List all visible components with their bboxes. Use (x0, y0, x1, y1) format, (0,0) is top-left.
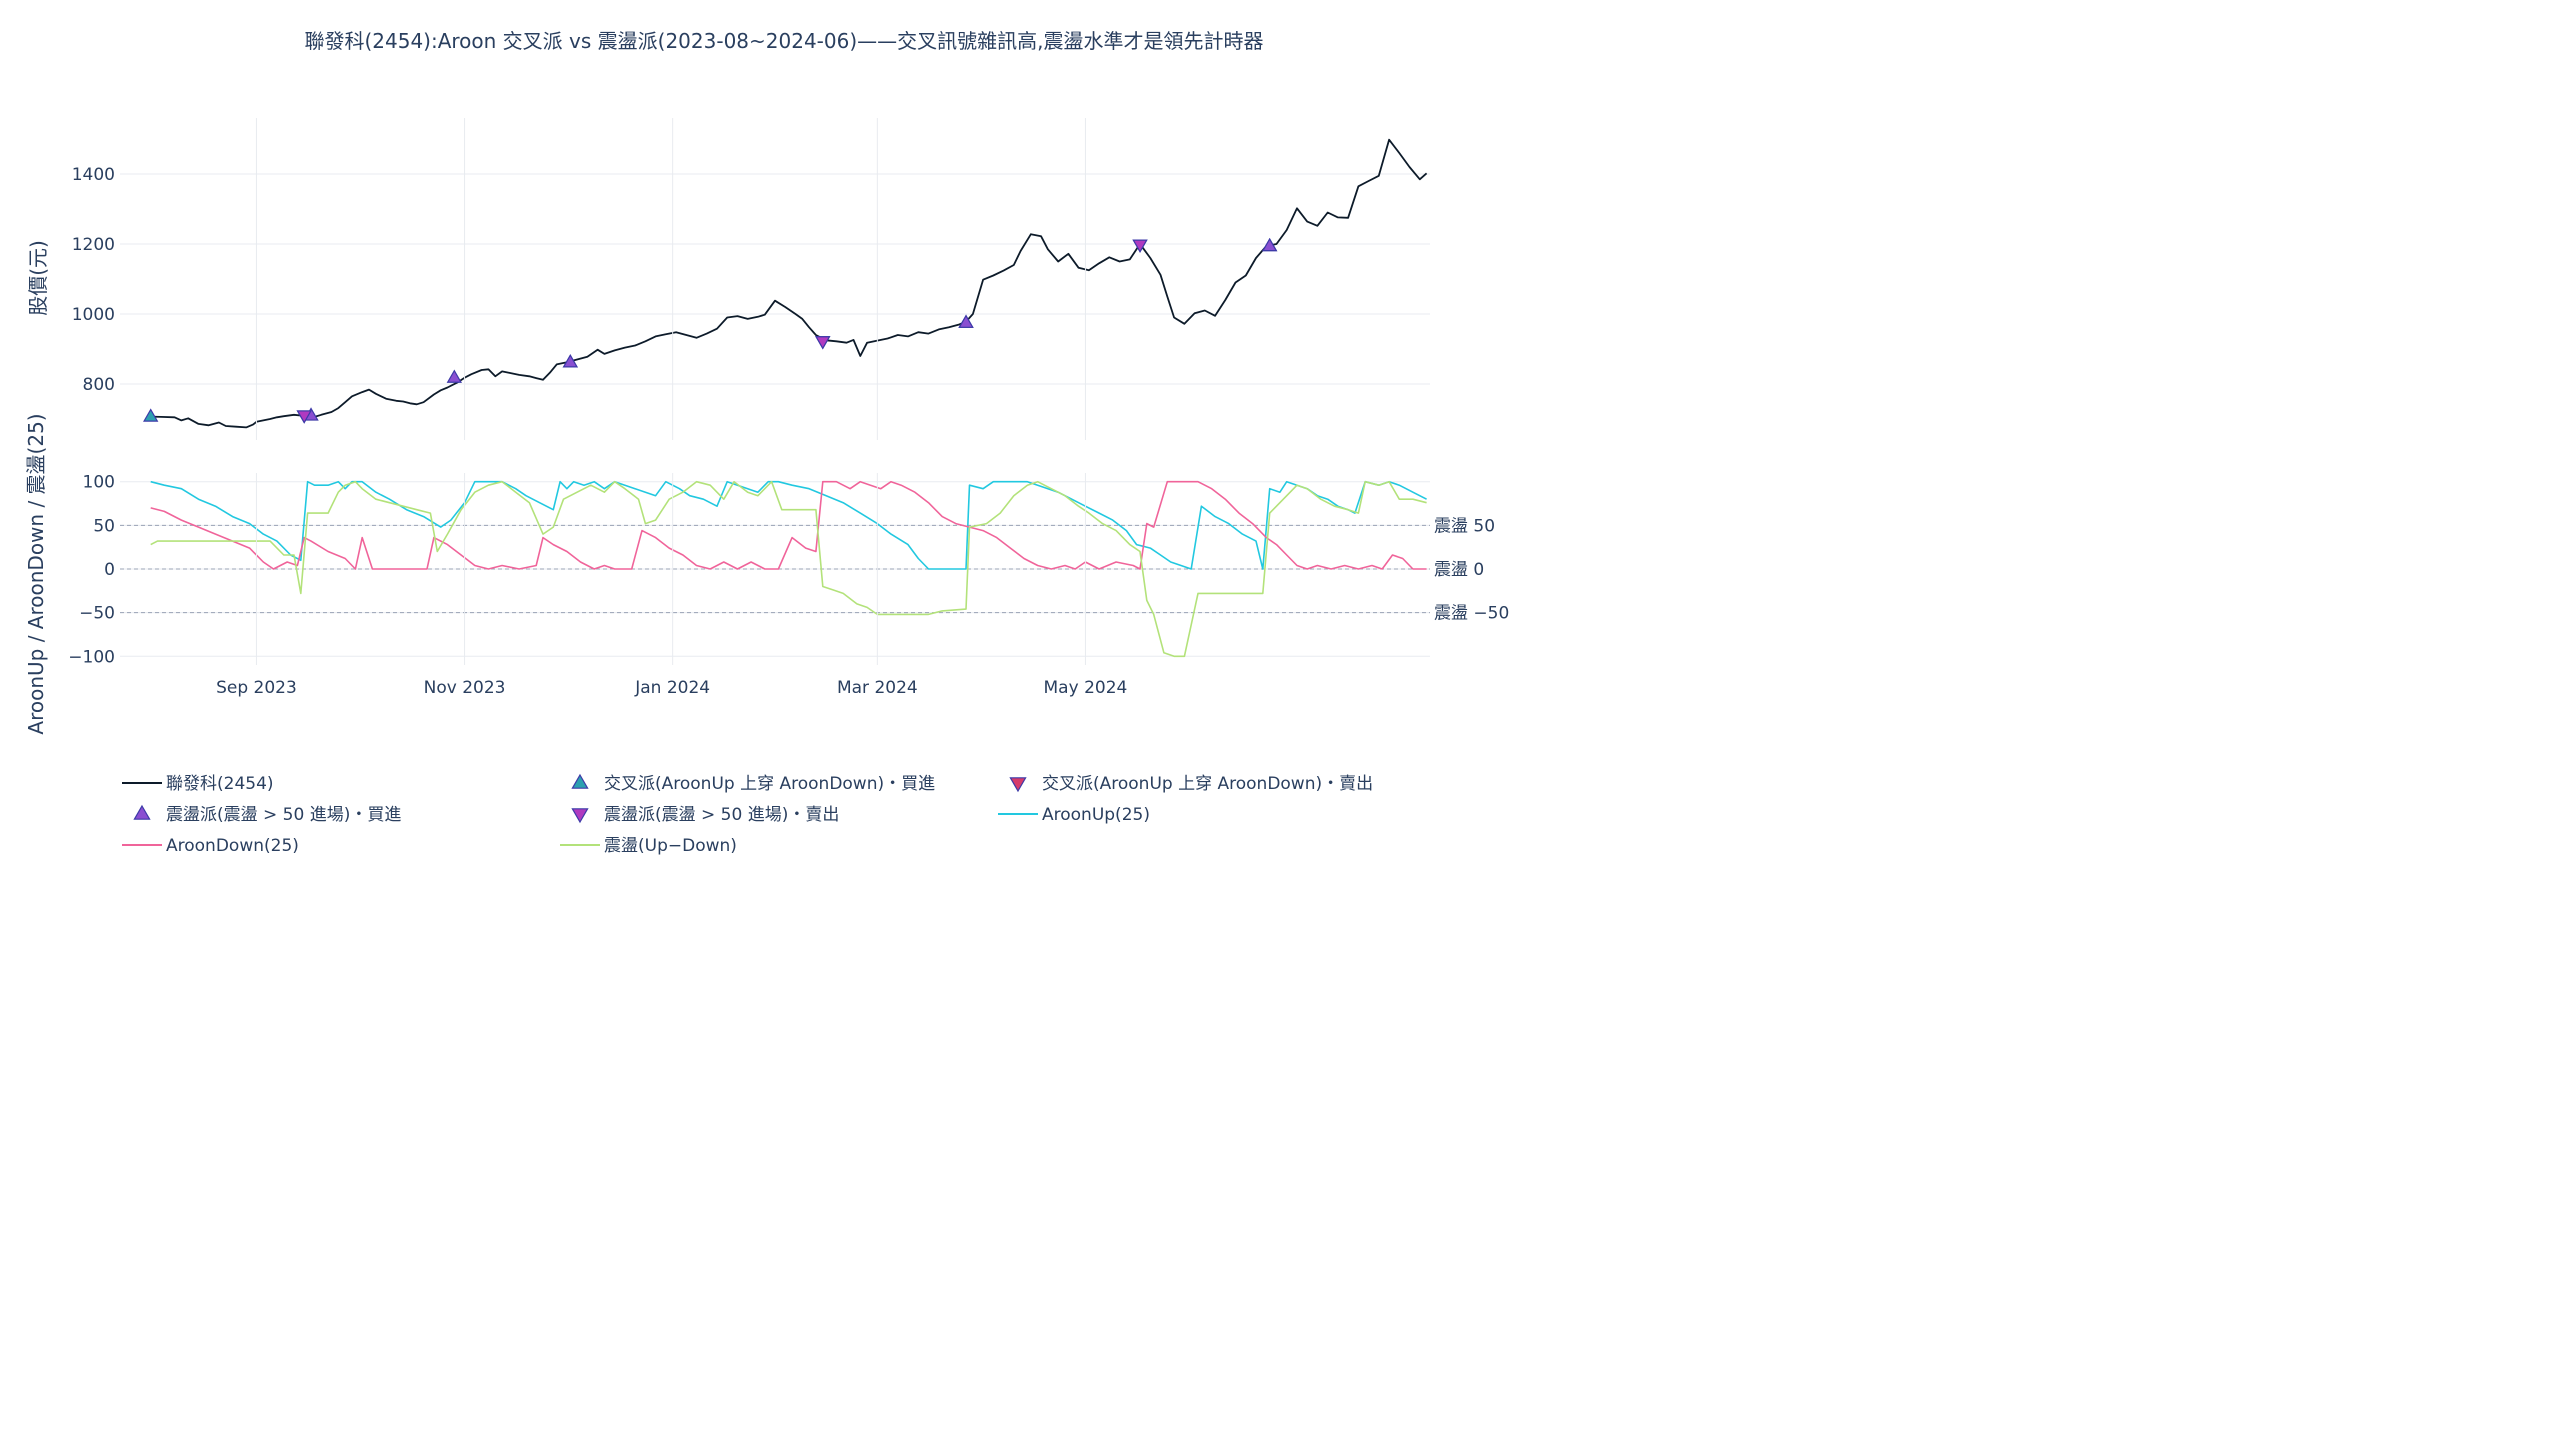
signal-marker-2 (446, 369, 463, 383)
aroon-axis-title: AroonUp / AroonDown / 震盪(25) (24, 413, 48, 734)
legend-label: 震盪派(震盪 > 50 進場)・賣出 (604, 805, 839, 825)
x-tick-label: May 2024 (1044, 678, 1128, 698)
legend-swatch (1009, 777, 1027, 793)
y-tick-label: 1200 (72, 235, 115, 255)
signal-marker-0 (143, 408, 159, 422)
signal-marker-2 (562, 354, 579, 368)
aroon-panel: −100 −50 0 50 100 震盪 50 震盪 0 震盪 −50 (68, 473, 1509, 668)
signal-marker-3 (1132, 239, 1148, 253)
x-axis: Sep 2023 Nov 2023 Jan 2024 Mar 2024 May 2024 (216, 118, 1127, 698)
y-tick-label: 800 (83, 375, 115, 395)
legend-swatch (571, 808, 589, 824)
legend: 聯發科(2454) 交叉派(AroonUp 上穿 AroonDown)・買進 交叉派… (122, 773, 1373, 856)
series-line-0 (150, 138, 1428, 429)
legend-swatch (571, 773, 589, 789)
legend-swatch (133, 804, 151, 820)
threshold-label: 震盪 0 (1434, 560, 1484, 580)
signal-marker-3 (296, 410, 312, 424)
signal-marker-3 (815, 336, 831, 350)
y-tick-label: 0 (104, 560, 115, 580)
x-tick-label: Jan 2024 (634, 678, 710, 698)
y-tick-label: 1000 (72, 305, 115, 325)
legend-label: AroonDown(25) (166, 836, 299, 856)
chart-title: 聯發科(2454):Aroon 交叉派 vs 震盪派(2023-08~2024-… (304, 29, 1263, 53)
series-line-0 (150, 480, 1427, 570)
legend-label: 交叉派(AroonUp 上穿 AroonDown)・買進 (604, 774, 935, 794)
signal-marker-2 (958, 314, 974, 328)
legend-label: 交叉派(AroonUp 上穿 AroonDown)・賣出 (1042, 774, 1373, 794)
legend-label: 震盪派(震盪 > 50 進場)・買進 (166, 805, 401, 825)
x-tick-label: Nov 2023 (424, 678, 506, 698)
y-tick-label: 1400 (72, 165, 115, 185)
legend-label: 聯發科(2454) (166, 774, 274, 794)
y-tick-label: 50 (93, 516, 115, 536)
y-tick-label: −50 (79, 604, 115, 624)
signal-marker-2 (1261, 237, 1278, 252)
threshold-label: 震盪 −50 (1434, 604, 1509, 624)
legend-label: 震盪(Up−Down) (604, 836, 737, 856)
series-line-2 (150, 480, 1427, 658)
x-tick-label: Sep 2023 (216, 678, 297, 698)
legend-label: AroonUp(25) (1042, 805, 1150, 825)
y-tick-label: 100 (83, 473, 115, 493)
y-tick-label: −100 (68, 647, 115, 667)
price-axis-title: 股價(元) (26, 240, 50, 316)
series-line-1 (150, 480, 1427, 570)
price-panel: 800 1000 1200 1400 (72, 138, 1430, 429)
chart: 聯發科(2454):Aroon 交叉派 vs 震盪派(2023-08~2024-… (24, 29, 1509, 856)
threshold-label: 震盪 50 (1434, 516, 1495, 536)
x-tick-label: Mar 2024 (837, 678, 918, 698)
